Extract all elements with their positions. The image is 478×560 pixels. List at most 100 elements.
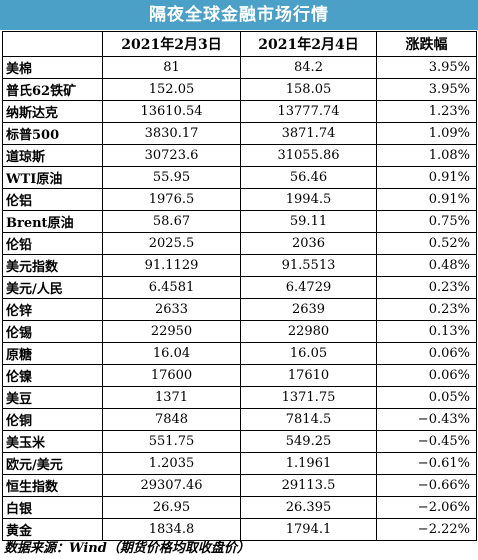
- table-row: 美豆 1371 1371.75 0.05%: [2, 386, 477, 409]
- price-date-2: 29113.5: [240, 474, 377, 497]
- change-percent: 0.23%: [376, 298, 477, 321]
- change-percent: 0.75%: [376, 210, 477, 233]
- price-date-1: 1.2035: [102, 452, 241, 475]
- change-percent: 0.05%: [376, 386, 477, 409]
- price-date-2: 16.05: [240, 342, 377, 365]
- price-date-1: 7848: [102, 408, 241, 431]
- change-percent: 0.23%: [376, 276, 477, 299]
- change-percent: 3.95%: [376, 56, 477, 79]
- change-percent: 1.08%: [376, 144, 477, 167]
- price-date-2: 549.25: [240, 430, 377, 453]
- instrument-name: Brent原油: [2, 210, 103, 233]
- change-percent: −2.22%: [376, 518, 477, 541]
- quote-table-body: 美棉 81 84.2 3.95% 普氏62铁矿 152.05 158.05 3.95% 纳斯达克…: [2, 56, 477, 541]
- instrument-name: 白银: [2, 496, 103, 519]
- change-percent: −0.45%: [376, 430, 477, 453]
- instrument-name: 美豆: [2, 386, 103, 409]
- instrument-name: 美元/人民: [2, 276, 103, 299]
- header-change: 涨跌幅: [376, 31, 477, 57]
- data-source-note: 数据来源：Wind（期货价格均取收盘价）: [4, 541, 250, 556]
- table-row: 美棉 81 84.2 3.95%: [2, 56, 477, 79]
- table-row: 道琼斯 30723.6 31055.86 1.08%: [2, 144, 477, 167]
- table-row: 美元指数 91.1129 91.5513 0.48%: [2, 254, 477, 277]
- price-date-2: 7814.5: [240, 408, 377, 431]
- price-date-1: 152.05: [102, 78, 241, 101]
- table-row: 白银 26.95 26.395 −2.06%: [2, 496, 477, 519]
- instrument-name: 伦镍: [2, 364, 103, 387]
- change-percent: 3.95%: [376, 78, 477, 101]
- table-row: 伦镍 17600 17610 0.06%: [2, 364, 477, 387]
- price-date-1: 551.75: [102, 430, 241, 453]
- instrument-name: 原糖: [2, 342, 103, 365]
- instrument-name: 普氏62铁矿: [2, 78, 103, 101]
- table-row: 纳斯达克 13610.54 13777.74 1.23%: [2, 100, 477, 123]
- change-percent: 0.06%: [376, 364, 477, 387]
- change-percent: 0.48%: [376, 254, 477, 277]
- price-date-2: 2639: [240, 298, 377, 321]
- instrument-name: 美元指数: [2, 254, 103, 277]
- table-row: 伦锡 22950 22980 0.13%: [2, 320, 477, 343]
- price-date-1: 30723.6: [102, 144, 241, 167]
- price-date-1: 29307.46: [102, 474, 241, 497]
- price-date-1: 17600: [102, 364, 241, 387]
- change-percent: 0.06%: [376, 342, 477, 365]
- table-row: 欧元/美元 1.2035 1.1961 −0.61%: [2, 452, 477, 475]
- price-date-2: 26.395: [240, 496, 377, 519]
- page-title: 隔夜全球金融市场行情: [0, 0, 478, 30]
- price-date-2: 6.4729: [240, 276, 377, 299]
- table-row: 美玉米 551.75 549.25 −0.45%: [2, 430, 477, 453]
- price-date-2: 158.05: [240, 78, 377, 101]
- table-row: Brent原油 58.67 59.11 0.75%: [2, 210, 477, 233]
- table-row: WTI原油 55.95 56.46 0.91%: [2, 166, 477, 189]
- price-date-2: 59.11: [240, 210, 377, 233]
- change-percent: −0.61%: [376, 452, 477, 475]
- price-date-1: 81: [102, 56, 241, 79]
- price-date-1: 1976.5: [102, 188, 241, 211]
- price-date-1: 55.95: [102, 166, 241, 189]
- price-date-2: 17610: [240, 364, 377, 387]
- instrument-name: 黄金: [2, 518, 103, 541]
- price-date-1: 91.1129: [102, 254, 241, 277]
- header-date-1: 2021年2月3日: [102, 31, 241, 57]
- table-row: 标普500 3830.17 3871.74 1.09%: [2, 122, 477, 145]
- instrument-name: 纳斯达克: [2, 100, 103, 123]
- instrument-name: 美棉: [2, 56, 103, 79]
- instrument-name: 伦铝: [2, 188, 103, 211]
- quote-table: 2021年2月3日 2021年2月4日 涨跌幅 美棉 81 84.2 3.95% 普氏6…: [2, 31, 477, 541]
- change-percent: −0.66%: [376, 474, 477, 497]
- table-row: 原糖 16.04 16.05 0.06%: [2, 342, 477, 365]
- price-date-1: 1371: [102, 386, 241, 409]
- table-row: 伦铜 7848 7814.5 −0.43%: [2, 408, 477, 431]
- price-date-1: 13610.54: [102, 100, 241, 123]
- price-date-2: 1794.1: [240, 518, 377, 541]
- instrument-name: 欧元/美元: [2, 452, 103, 475]
- price-date-2: 22980: [240, 320, 377, 343]
- price-date-1: 2025.5: [102, 232, 241, 255]
- table-row: 伦锌 2633 2639 0.23%: [2, 298, 477, 321]
- price-date-2: 13777.74: [240, 100, 377, 123]
- header-date-2: 2021年2月4日: [240, 31, 377, 57]
- change-percent: −2.06%: [376, 496, 477, 519]
- price-date-1: 2633: [102, 298, 241, 321]
- change-percent: 0.91%: [376, 188, 477, 211]
- change-percent: 0.52%: [376, 232, 477, 255]
- table-row: 黄金 1834.8 1794.1 −2.22%: [2, 518, 477, 541]
- change-percent: 0.91%: [376, 166, 477, 189]
- header-name: [2, 31, 103, 57]
- price-date-1: 26.95: [102, 496, 241, 519]
- price-date-2: 3871.74: [240, 122, 377, 145]
- price-date-1: 22950: [102, 320, 241, 343]
- instrument-name: 美玉米: [2, 430, 103, 453]
- price-date-2: 31055.86: [240, 144, 377, 167]
- price-date-2: 1371.75: [240, 386, 377, 409]
- instrument-name: 伦铜: [2, 408, 103, 431]
- table-row: 普氏62铁矿 152.05 158.05 3.95%: [2, 78, 477, 101]
- price-date-2: 1.1961: [240, 452, 377, 475]
- price-date-2: 2036: [240, 232, 377, 255]
- price-date-2: 56.46: [240, 166, 377, 189]
- price-date-2: 91.5513: [240, 254, 377, 277]
- change-percent: 0.13%: [376, 320, 477, 343]
- price-date-1: 6.4581: [102, 276, 241, 299]
- change-percent: −0.43%: [376, 408, 477, 431]
